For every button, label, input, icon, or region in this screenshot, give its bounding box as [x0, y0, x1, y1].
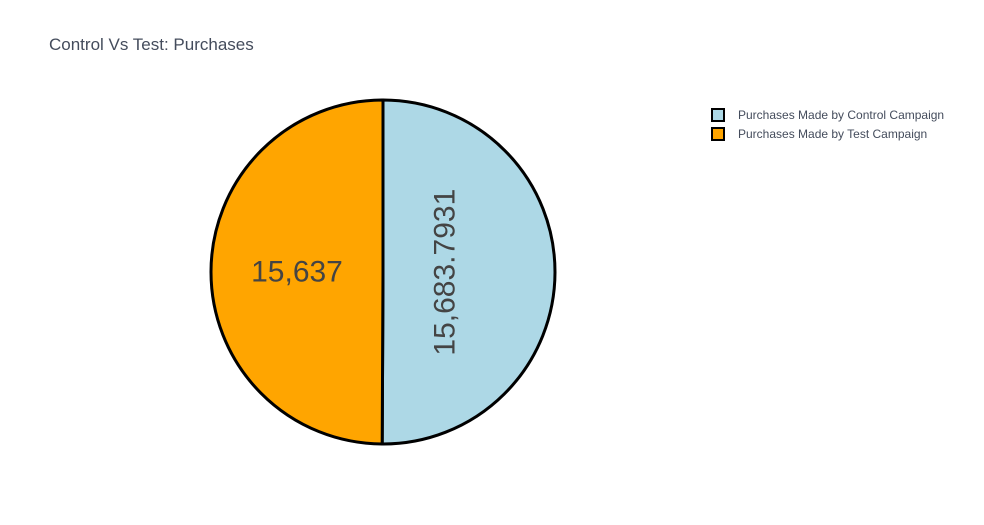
legend-label-control[interactable]: Purchases Made by Control Campaign — [738, 108, 944, 122]
pie-slice-control[interactable] — [380, 98, 557, 446]
pie-slice-label-test: 15,637 — [251, 255, 343, 288]
legend-swatch-control[interactable] — [711, 108, 725, 122]
chart-title: Control Vs Test: Purchases — [49, 35, 254, 54]
pie-slices — [209, 98, 557, 446]
pie-slice-label-control: 15,683.7931 — [428, 189, 461, 356]
legend: Purchases Made by Control Campaign Purcha… — [711, 108, 944, 141]
pie-slice-test[interactable] — [209, 98, 385, 446]
legend-label-test[interactable]: Purchases Made by Test Campaign — [738, 127, 927, 141]
legend-swatch-test[interactable] — [711, 127, 725, 141]
pie-slice-labels: 15,683.7931 15,637 — [251, 189, 461, 356]
